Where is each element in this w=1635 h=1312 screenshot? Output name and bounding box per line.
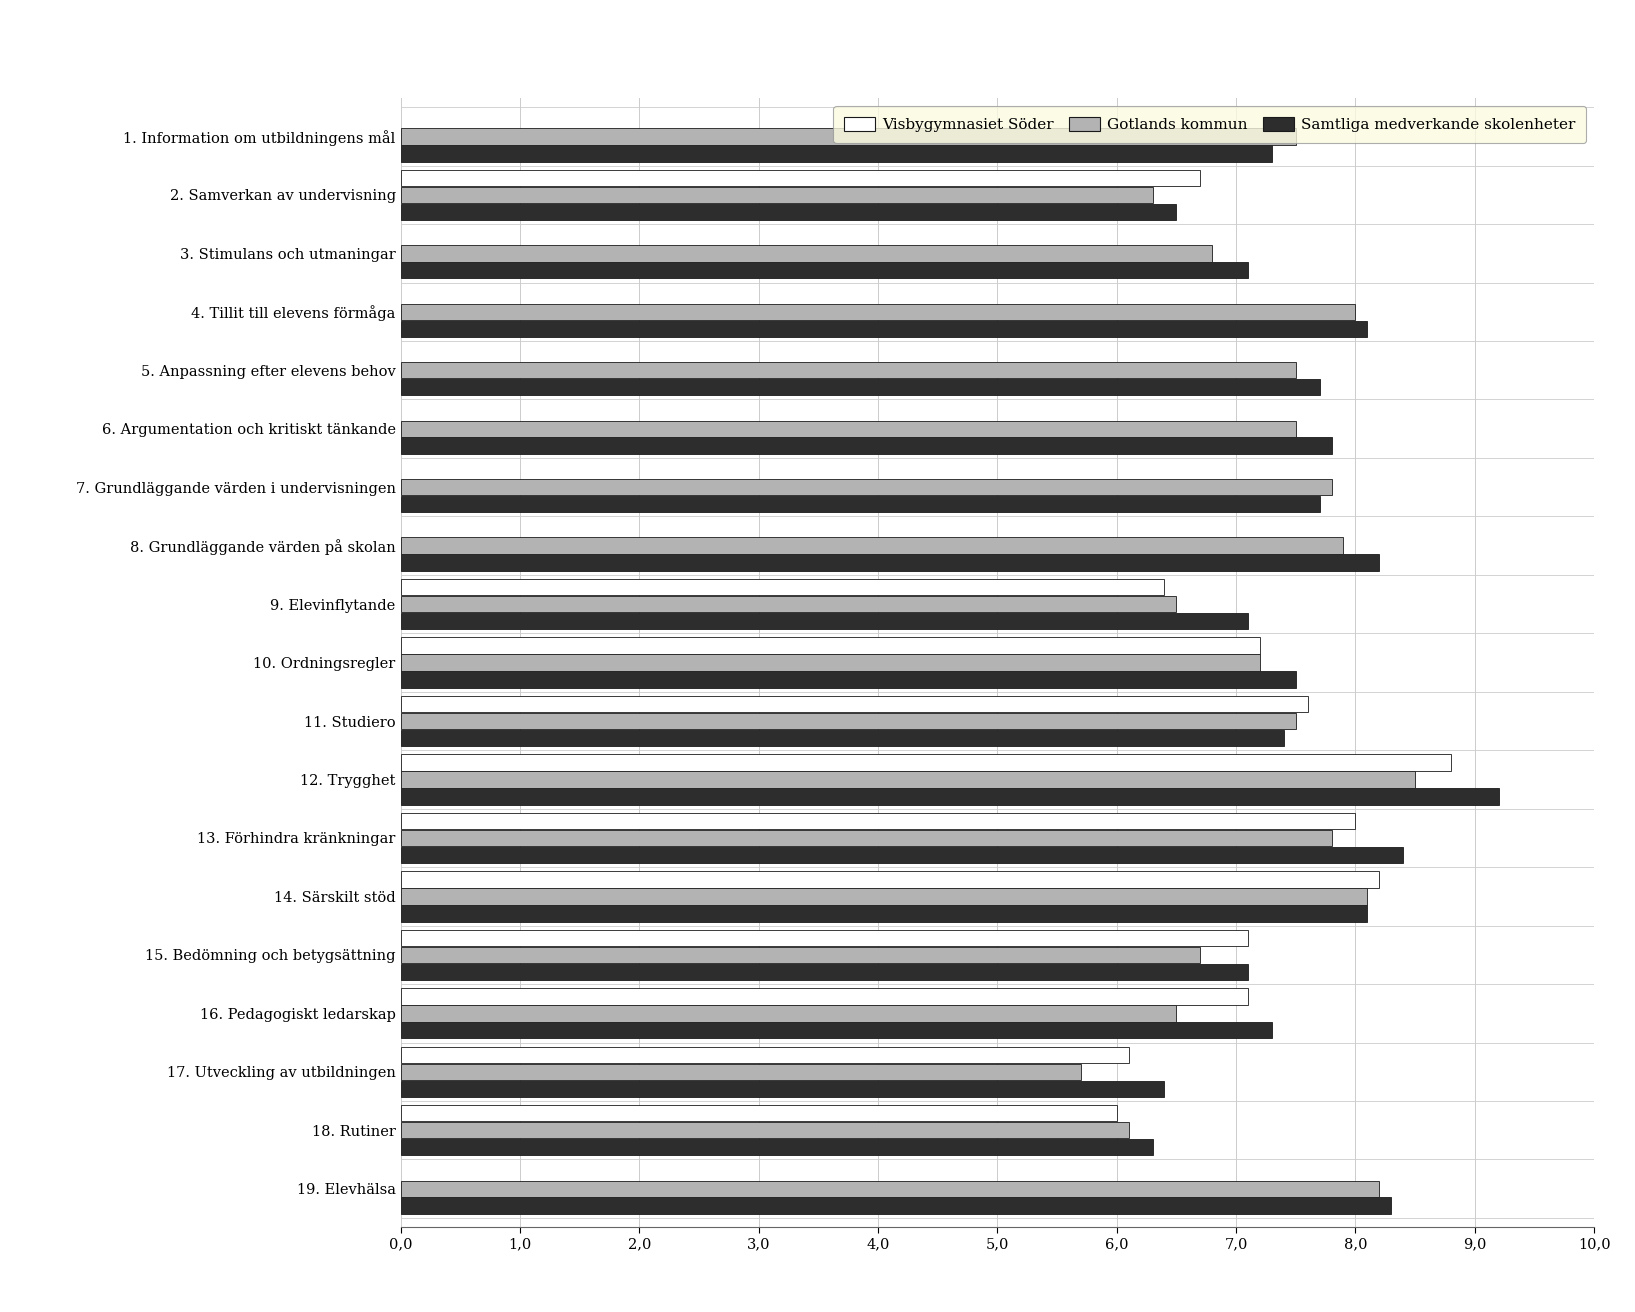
Bar bbox=[401, 988, 1248, 1005]
Bar bbox=[401, 579, 1164, 596]
Bar bbox=[401, 1105, 1117, 1122]
Bar bbox=[401, 1181, 1380, 1197]
Bar bbox=[401, 245, 1212, 261]
Bar bbox=[401, 655, 1261, 670]
Bar bbox=[401, 596, 1177, 613]
Bar bbox=[401, 963, 1248, 980]
Bar bbox=[401, 555, 1380, 571]
Bar bbox=[401, 888, 1367, 904]
Bar bbox=[401, 1022, 1272, 1039]
Bar bbox=[401, 789, 1499, 804]
Bar bbox=[401, 905, 1367, 921]
Bar bbox=[401, 203, 1177, 220]
Bar bbox=[401, 947, 1200, 963]
Bar bbox=[401, 303, 1355, 320]
Bar bbox=[401, 695, 1308, 712]
Bar bbox=[401, 129, 1297, 144]
Bar bbox=[401, 754, 1450, 770]
Bar bbox=[401, 496, 1319, 512]
Bar bbox=[401, 846, 1403, 863]
Bar bbox=[401, 829, 1331, 846]
Bar bbox=[401, 362, 1297, 378]
Bar bbox=[401, 672, 1297, 687]
Bar bbox=[401, 813, 1355, 829]
Legend: Visbygymnasiet Söder, Gotlands kommun, Samtliga medverkande skolenheter: Visbygymnasiet Söder, Gotlands kommun, S… bbox=[834, 106, 1586, 143]
Bar bbox=[401, 421, 1297, 437]
Bar bbox=[401, 320, 1367, 337]
Bar bbox=[401, 1122, 1128, 1139]
Bar bbox=[401, 613, 1248, 630]
Bar bbox=[401, 1139, 1153, 1156]
Bar bbox=[401, 262, 1248, 278]
Bar bbox=[401, 712, 1297, 729]
Bar bbox=[401, 1081, 1164, 1097]
Bar bbox=[401, 437, 1331, 454]
Bar bbox=[401, 146, 1272, 161]
Bar bbox=[401, 186, 1153, 203]
Bar bbox=[401, 379, 1319, 395]
Bar bbox=[401, 771, 1416, 787]
Bar bbox=[401, 169, 1200, 186]
Bar bbox=[401, 479, 1331, 496]
Bar bbox=[401, 1005, 1177, 1022]
Bar bbox=[401, 538, 1344, 554]
Bar bbox=[401, 1064, 1081, 1080]
Bar bbox=[401, 729, 1283, 747]
Bar bbox=[401, 1047, 1128, 1063]
Bar bbox=[401, 930, 1248, 946]
Bar bbox=[401, 638, 1261, 653]
Bar bbox=[401, 1198, 1391, 1214]
Bar bbox=[401, 871, 1380, 888]
